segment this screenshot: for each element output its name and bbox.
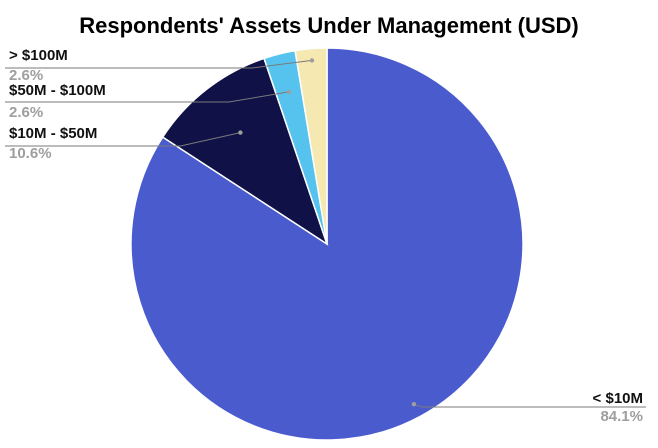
pie-slices: [130, 47, 524, 441]
pie-slice: [294, 47, 328, 245]
slice-category-label: > $100M: [9, 47, 68, 64]
leader-dot: [309, 58, 315, 63]
slice-category-label: < $10M: [593, 390, 643, 407]
pie-slice: [161, 57, 329, 246]
slice-category-label: $50M - $100M: [9, 82, 106, 99]
slice-value-label: 2.6%: [9, 67, 43, 84]
leader-dot: [238, 130, 243, 135]
leader-dot: [411, 402, 417, 407]
slice-value-label: 10.6%: [9, 145, 52, 162]
slice-category-label: $10M - $50M: [9, 125, 97, 142]
leader-dot: [286, 89, 292, 95]
chart-title: Respondents' Assets Under Management (US…: [79, 13, 579, 38]
leader-line: [413, 403, 646, 408]
leader-line: [5, 132, 241, 147]
slice-value-label: 84.1%: [600, 408, 643, 425]
leader-line: [5, 59, 313, 69]
slice-value-label: 2.6%: [9, 104, 43, 121]
leader-line: [5, 91, 289, 103]
